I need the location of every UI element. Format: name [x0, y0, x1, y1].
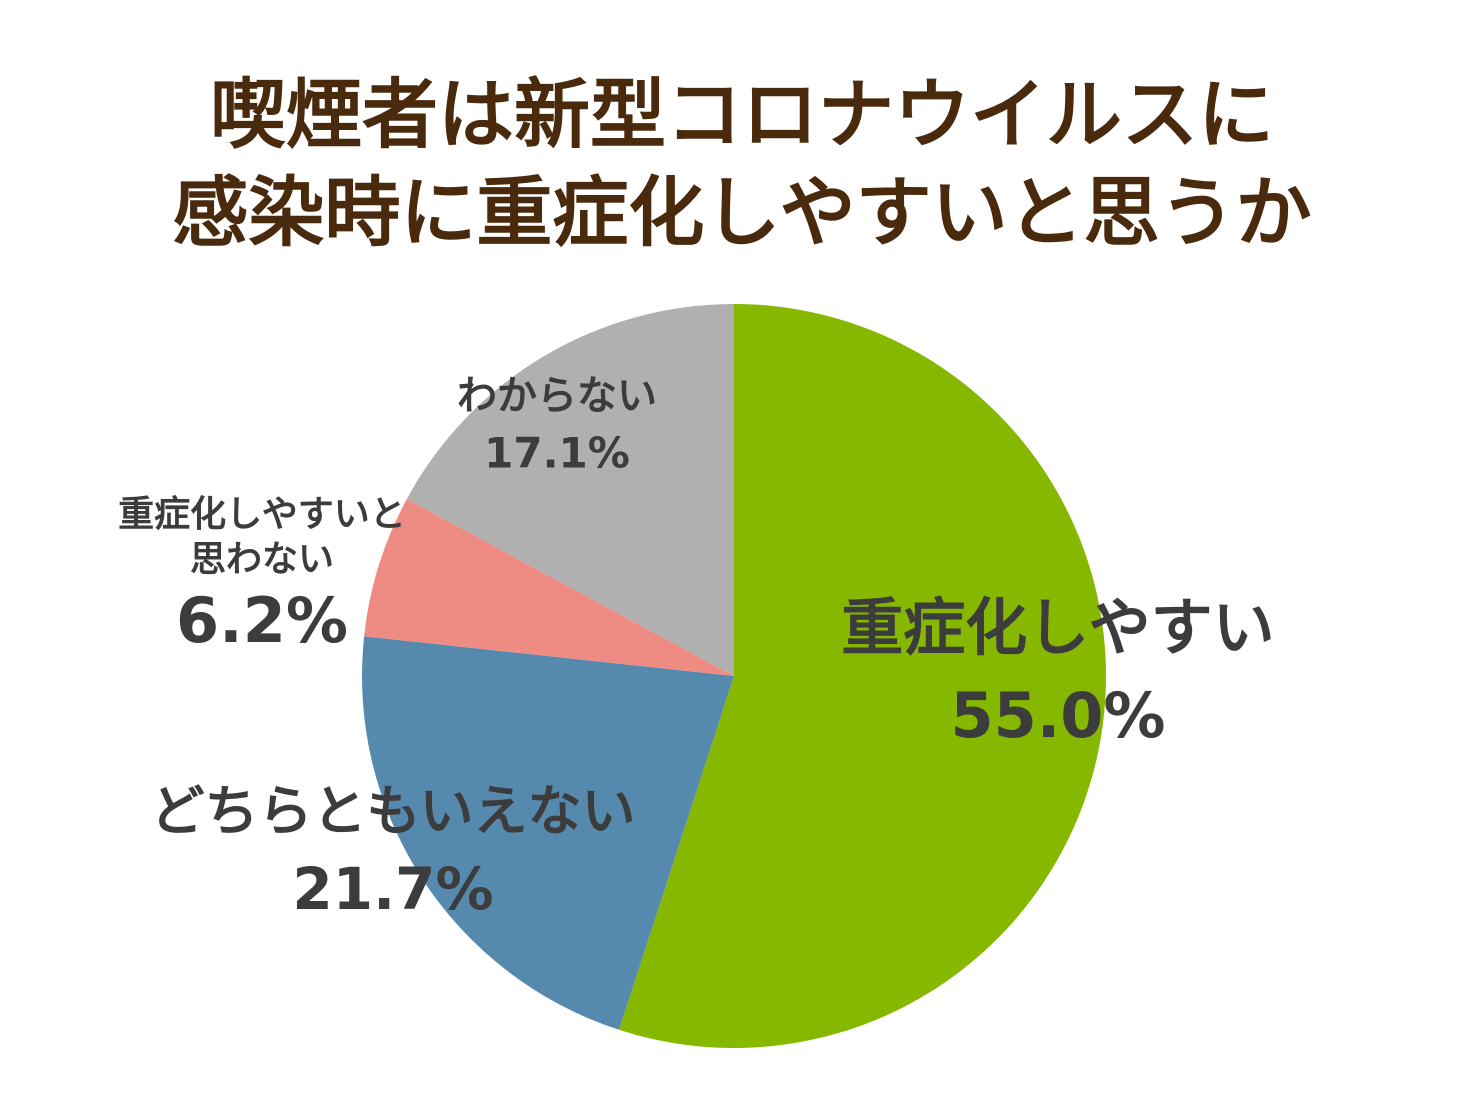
- value-label: 17.1%: [484, 429, 630, 478]
- slice-label: わからない: [457, 373, 657, 419]
- chart-title: 喫煙者は新型コロナウイルスに: [210, 70, 1274, 159]
- slice-label: 重症化しやすいと思わない: [118, 494, 406, 581]
- pie-slice: [364, 498, 734, 676]
- value-label: 55.0%: [950, 679, 1165, 752]
- pie-slice: [362, 636, 734, 1030]
- pie-slice: [406, 304, 734, 676]
- slice-label: 重症化しやすい: [841, 591, 1274, 664]
- value-label: 6.2%: [176, 584, 348, 657]
- pie-slice: [619, 304, 1106, 1048]
- chart-title: 感染時に重症化しやすいと思うか: [172, 168, 1311, 257]
- slice-label: どちらともいえない: [151, 780, 636, 843]
- value-label: 21.7%: [292, 855, 493, 923]
